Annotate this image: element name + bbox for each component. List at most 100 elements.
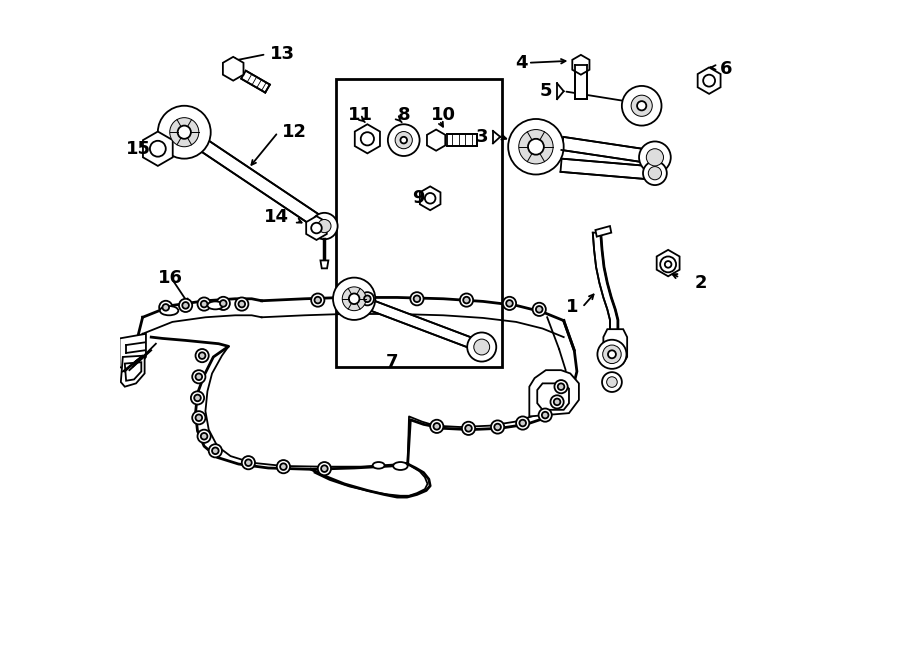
- Text: 15: 15: [126, 139, 151, 158]
- Text: 12: 12: [282, 123, 306, 141]
- Circle shape: [538, 408, 552, 422]
- Text: 6: 6: [720, 60, 733, 79]
- Circle shape: [528, 139, 544, 155]
- Circle shape: [464, 297, 470, 303]
- Text: 4: 4: [516, 54, 528, 72]
- Circle shape: [197, 297, 211, 311]
- Circle shape: [639, 141, 670, 173]
- Text: 11: 11: [348, 106, 374, 124]
- Circle shape: [159, 301, 173, 314]
- Circle shape: [400, 137, 407, 143]
- Polygon shape: [241, 71, 270, 93]
- Circle shape: [494, 424, 501, 430]
- Polygon shape: [593, 233, 618, 349]
- Circle shape: [201, 433, 207, 440]
- Circle shape: [195, 373, 203, 380]
- Circle shape: [388, 124, 419, 156]
- Circle shape: [425, 193, 436, 204]
- Text: 10: 10: [431, 106, 456, 124]
- Circle shape: [177, 126, 191, 139]
- Circle shape: [280, 463, 287, 470]
- Text: 5: 5: [540, 82, 553, 100]
- Circle shape: [349, 293, 359, 304]
- Circle shape: [558, 383, 564, 390]
- Circle shape: [321, 465, 328, 472]
- Text: 13: 13: [270, 45, 295, 63]
- Polygon shape: [352, 294, 483, 352]
- Circle shape: [460, 293, 473, 307]
- Circle shape: [191, 391, 204, 405]
- Circle shape: [554, 380, 568, 393]
- Circle shape: [608, 350, 616, 358]
- Circle shape: [622, 86, 662, 126]
- Circle shape: [197, 430, 211, 443]
- Circle shape: [516, 416, 529, 430]
- Circle shape: [395, 132, 412, 149]
- Circle shape: [533, 303, 545, 316]
- Circle shape: [199, 352, 205, 359]
- Circle shape: [311, 293, 324, 307]
- Circle shape: [661, 256, 676, 272]
- Polygon shape: [121, 356, 145, 387]
- Circle shape: [467, 332, 496, 362]
- Circle shape: [462, 422, 475, 435]
- Text: 14: 14: [264, 208, 289, 226]
- Circle shape: [194, 395, 201, 401]
- Ellipse shape: [160, 306, 178, 315]
- Polygon shape: [446, 134, 477, 146]
- Text: 1: 1: [566, 298, 579, 317]
- FancyBboxPatch shape: [337, 79, 501, 367]
- Circle shape: [193, 411, 205, 424]
- Ellipse shape: [393, 462, 408, 470]
- Ellipse shape: [373, 462, 384, 469]
- Polygon shape: [596, 226, 611, 237]
- Polygon shape: [561, 159, 655, 180]
- Circle shape: [414, 295, 420, 302]
- Circle shape: [518, 130, 554, 164]
- Circle shape: [311, 213, 338, 239]
- Circle shape: [434, 423, 440, 430]
- Circle shape: [235, 297, 248, 311]
- Circle shape: [245, 459, 252, 466]
- Circle shape: [318, 462, 331, 475]
- Circle shape: [703, 75, 716, 87]
- Text: 9: 9: [412, 189, 425, 208]
- Circle shape: [209, 444, 222, 457]
- Ellipse shape: [207, 301, 223, 309]
- Polygon shape: [181, 127, 328, 231]
- Circle shape: [491, 420, 504, 434]
- Circle shape: [183, 302, 189, 309]
- Polygon shape: [125, 362, 141, 381]
- Circle shape: [554, 399, 561, 405]
- Text: 8: 8: [398, 106, 410, 124]
- Circle shape: [503, 297, 516, 310]
- Circle shape: [465, 425, 472, 432]
- Circle shape: [536, 306, 543, 313]
- Circle shape: [508, 119, 563, 175]
- Circle shape: [473, 339, 490, 355]
- Circle shape: [643, 161, 667, 185]
- Circle shape: [519, 420, 526, 426]
- Circle shape: [361, 292, 374, 305]
- Polygon shape: [603, 329, 627, 364]
- Circle shape: [342, 287, 366, 311]
- Text: 2: 2: [695, 274, 707, 292]
- Circle shape: [603, 345, 621, 364]
- Circle shape: [646, 149, 663, 166]
- Circle shape: [195, 414, 203, 421]
- Circle shape: [195, 349, 209, 362]
- Circle shape: [410, 292, 424, 305]
- Circle shape: [542, 412, 548, 418]
- Circle shape: [163, 304, 169, 311]
- Circle shape: [602, 372, 622, 392]
- Circle shape: [637, 101, 646, 110]
- Polygon shape: [652, 161, 665, 173]
- Circle shape: [631, 95, 652, 116]
- Text: 16: 16: [158, 268, 183, 287]
- Circle shape: [364, 295, 371, 302]
- Circle shape: [212, 447, 219, 454]
- Polygon shape: [537, 383, 569, 410]
- Circle shape: [607, 377, 617, 387]
- Circle shape: [150, 141, 166, 157]
- Polygon shape: [120, 334, 146, 370]
